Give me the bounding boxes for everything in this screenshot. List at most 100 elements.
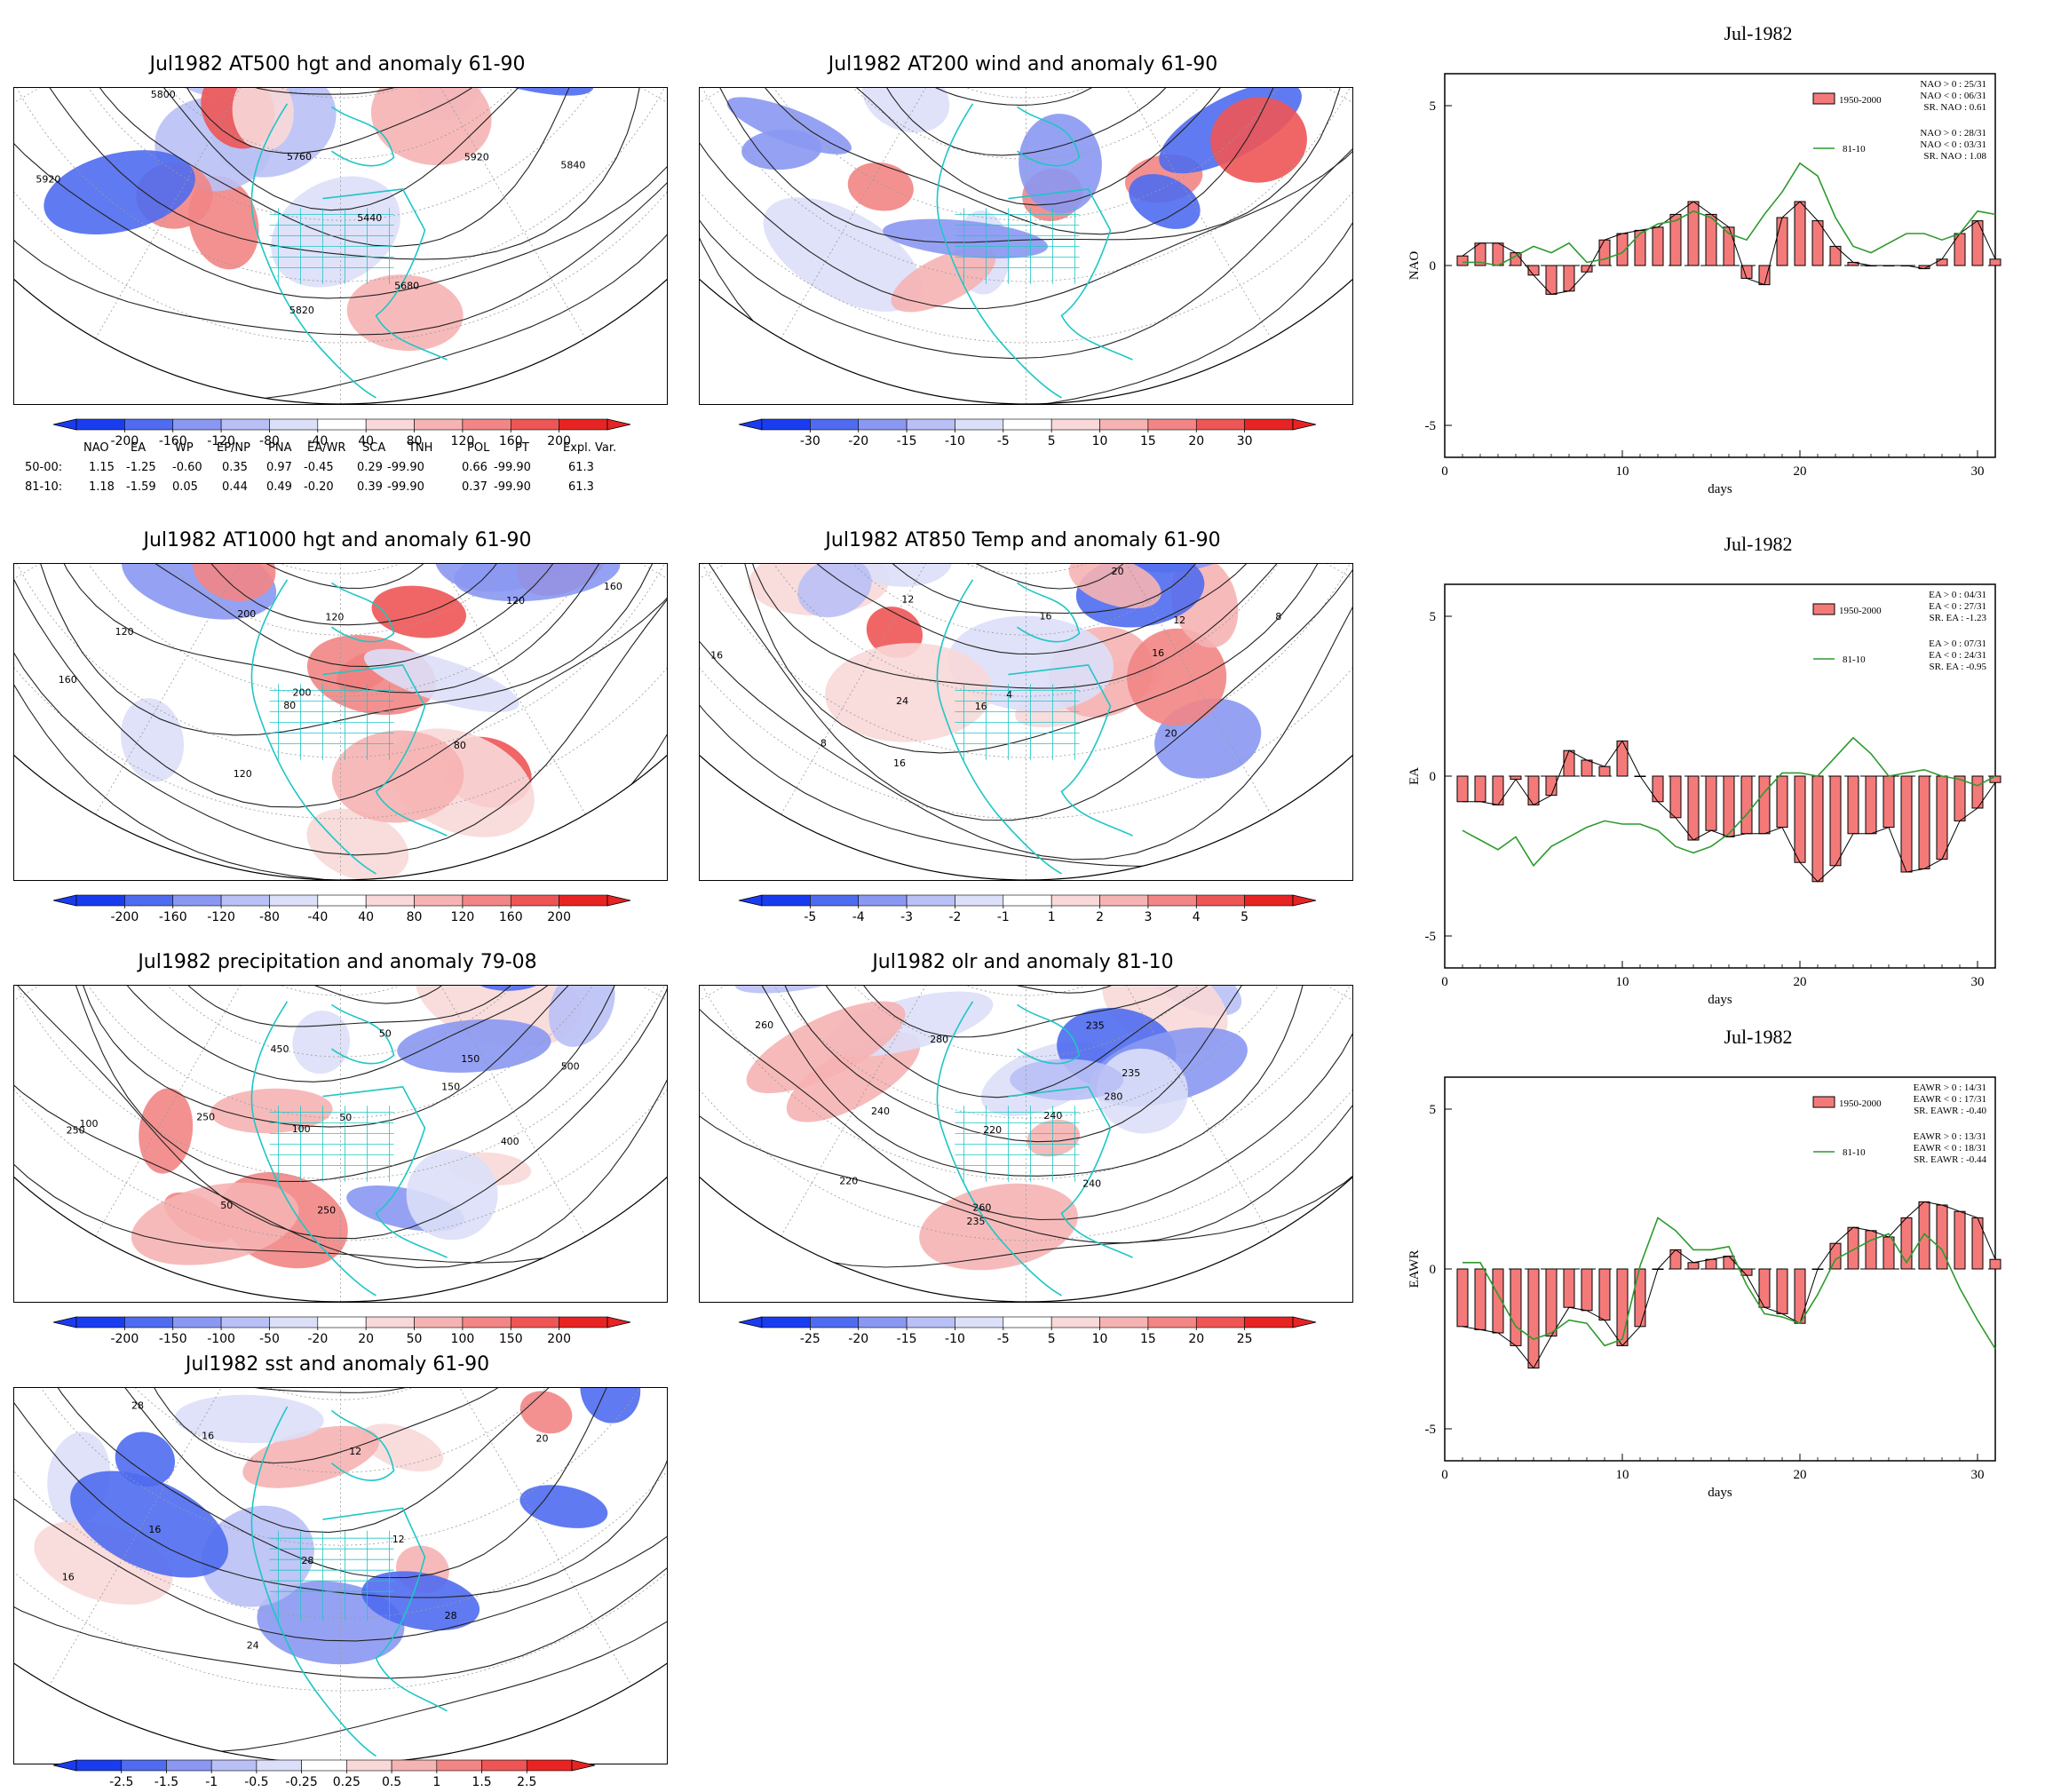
contour-label: 28 [445,1610,457,1622]
bar [1883,775,1895,829]
colorbar-cell [462,1316,511,1328]
bar-series-line [1462,1201,1996,1369]
colorbar-cell [858,418,908,431]
contour-label: 8 [820,737,827,749]
contour-line [700,986,1348,1177]
colorbar-cell [906,894,955,907]
colorbar-tick-label: 2.5 [517,1775,536,1789]
colorbar-tick-label: -2.5 [109,1775,133,1789]
colorbar-cell [1244,418,1294,431]
colorbar-cell [1050,894,1100,907]
legend-stat: EAWR < 0 : 18/31 [1914,1143,1986,1154]
index-header-cell: POL [467,441,490,455]
contour-label: 5920 [464,152,489,163]
contour-line [128,88,567,154]
map-title: Jul1982 precipitation and anomaly 79-08 [138,951,537,973]
bar [1758,265,1771,286]
legend-stat: EAWR < 0 : 17/31 [1914,1094,1986,1105]
colorbar-cell [1003,418,1052,431]
contour-label: 240 [871,1106,890,1117]
legend-stat: EA > 0 : 07/31 [1929,638,1986,649]
colorbar-cell [1244,1316,1294,1328]
index-header-cell: EA [131,441,147,455]
contour-label: 28 [131,1400,144,1411]
index-table: NAO EA WP EP/NP PNA EA/WR SCA TNH POL PT… [12,441,652,500]
bar [1776,1268,1788,1314]
colorbar-cell [172,894,222,907]
coastline [250,103,448,399]
bar [1634,1268,1646,1328]
contour-label: 16 [202,1431,214,1442]
contour-line [804,88,1242,156]
x-tick-label: 20 [1794,975,1807,989]
contour-line [789,564,1228,615]
contour-line [81,986,614,1082]
contour-line [700,88,1352,243]
negative-anomaly-area [1097,1048,1188,1134]
contour-line [843,564,1203,590]
colorbar-cell [220,1316,270,1328]
contour-label: 20 [1165,728,1177,740]
meridian-line [340,986,586,1237]
colorbar-tick-label: -10 [945,1332,965,1346]
map-title: Jul1982 AT200 wind and anomaly 61-90 [828,53,1218,75]
negative-anomaly-area [406,1149,498,1241]
positive-anomaly-area [139,1088,194,1174]
colorbar-cell [1003,1316,1052,1328]
colorbar-tick-label: 2 [1096,910,1104,924]
bar [1705,213,1717,266]
bar [1776,775,1788,829]
map-panel-olr: Jul1982 olr and anomaly 81-10 240 220 235 2… [686,951,1360,1346]
colorbar-cell [810,418,860,431]
colorbar-tick-label: -3 [900,910,913,924]
index-header-cell: SCA [362,441,386,455]
bar [1456,255,1469,266]
positive-anomaly-area [370,88,492,166]
contour-label: 20 [536,1433,549,1445]
negative-anomaly-area [741,129,822,170]
colorbar-cell [365,894,415,907]
colorbar-cell [414,1316,464,1328]
contour-label: 5800 [151,89,176,100]
contour-label: 250 [196,1112,215,1123]
colorbar-cell [761,418,811,431]
bar [1687,1262,1700,1270]
colorbar-tick-label: 4 [1193,910,1201,924]
latitude-circle [719,564,1333,697]
colorbar-tick-label: -5 [997,1332,1010,1346]
colorbar-cell [121,1759,167,1772]
contour-label: 80 [454,740,466,751]
legend-stat: NAO > 0 : 28/31 [1920,128,1986,139]
bar [1652,775,1664,803]
y-tick-label: -5 [1425,1423,1437,1437]
colorbar-tick-label: -2 [948,910,961,924]
y-tick-label: -5 [1425,930,1437,944]
meridian-line [781,564,1026,815]
colorbar-tick-label: -160 [159,434,187,448]
colorbar-tip-left [52,1316,77,1328]
contour-label: 235 [1086,1020,1105,1032]
contour-label: 12 [901,594,914,606]
legend-label: 81-10 [1843,654,1866,665]
colorbar-precip: -200 -150 -100 -50 -20 20 50 100 150 200 [52,1313,631,1349]
contour-label: 260 [972,1201,991,1213]
x-tick-label: 0 [1441,1468,1448,1482]
index-cell: 0.49 [266,480,292,494]
latitude-circle [34,88,647,221]
bar [1829,775,1842,867]
coastline [250,579,448,875]
colorbar-tick-label: 3 [1144,910,1152,924]
x-tick-label: 10 [1616,464,1629,479]
map-plot-at500: 5440 5920 5920 5820 5800 5680 5760 5840 [13,87,668,405]
meridian-line [781,986,1026,1237]
colorbar-tick-label: -100 [207,1332,235,1346]
colorbar-cell [436,1759,482,1772]
colorbar-tick-label: -80 [259,434,280,448]
colorbar-cell [810,1316,860,1328]
bar [1598,239,1611,266]
positive-anomaly-area [346,274,464,352]
contour-line [14,986,667,1240]
colorbar-cell [761,1316,811,1328]
x-tick-label: 30 [1971,975,1985,989]
